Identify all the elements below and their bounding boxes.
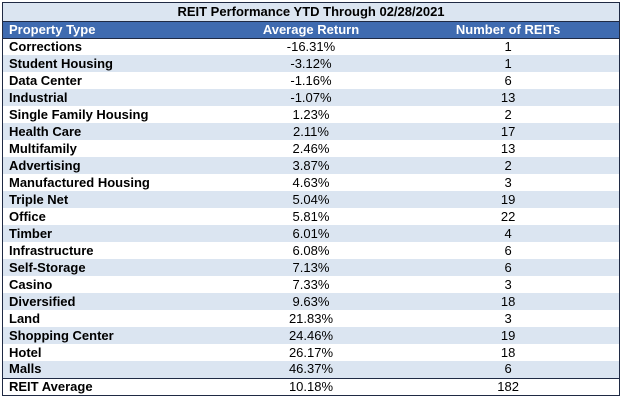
average-return-cell: -16.31%: [224, 38, 398, 55]
table-row: Malls 46.37% 6: [3, 361, 619, 378]
average-return-cell: 4.63%: [224, 174, 398, 191]
title-row: REIT Performance YTD Through 02/28/2021: [3, 3, 619, 22]
table-row: Data Center -1.16% 6: [3, 72, 619, 89]
table-row: Manufactured Housing 4.63% 3: [3, 174, 619, 191]
table-title: REIT Performance YTD Through 02/28/2021: [3, 3, 619, 22]
number-of-reits-cell: 3: [397, 174, 619, 191]
number-of-reits-cell: 18: [397, 293, 619, 310]
table-row: Multifamily 2.46% 13: [3, 140, 619, 157]
column-header-property-type: Property Type: [3, 21, 225, 39]
column-header-average-return: Average Return: [224, 21, 398, 39]
number-of-reits-cell: 6: [397, 259, 619, 276]
average-return-cell: 6.01%: [224, 225, 398, 242]
table-row: Infrastructure 6.08% 6: [3, 242, 619, 259]
footer-property-type-cell: REIT Average: [3, 377, 225, 395]
number-of-reits-cell: 13: [397, 140, 619, 157]
table-row: Single Family Housing 1.23% 2: [3, 106, 619, 123]
average-return-cell: 26.17%: [224, 344, 398, 361]
table-row: Diversified 9.63% 18: [3, 293, 619, 310]
table-row: Advertising 3.87% 2: [3, 157, 619, 174]
number-of-reits-cell: 6: [397, 72, 619, 89]
property-type-cell: Casino: [3, 276, 225, 293]
number-of-reits-cell: 1: [397, 38, 619, 55]
average-return-cell: 7.33%: [224, 276, 398, 293]
reit-performance-table: REIT Performance YTD Through 02/28/2021 …: [3, 3, 619, 395]
table-row: Industrial -1.07% 13: [3, 89, 619, 106]
property-type-cell: Office: [3, 208, 225, 225]
property-type-cell: Manufactured Housing: [3, 174, 225, 191]
table-row: Timber 6.01% 4: [3, 225, 619, 242]
property-type-cell: Malls: [3, 361, 225, 378]
table-body: Corrections -16.31% 1 Student Housing -3.12%…: [3, 38, 619, 378]
property-type-cell: Advertising: [3, 157, 225, 174]
table-row: Office 5.81% 22: [3, 208, 619, 225]
column-header-number-of-reits: Number of REITs: [397, 21, 619, 39]
average-return-cell: 2.46%: [224, 140, 398, 157]
property-type-cell: Self-Storage: [3, 259, 225, 276]
average-return-cell: 3.87%: [224, 157, 398, 174]
reit-average-row: REIT Average 10.18% 182: [3, 377, 619, 395]
average-return-cell: -1.16%: [224, 72, 398, 89]
number-of-reits-cell: 1: [397, 55, 619, 72]
number-of-reits-cell: 19: [397, 191, 619, 208]
header-row: Property Type Average Return Number of R…: [3, 21, 619, 39]
property-type-cell: Shopping Center: [3, 327, 225, 344]
average-return-cell: 21.83%: [224, 310, 398, 327]
table-row: Casino 7.33% 3: [3, 276, 619, 293]
average-return-cell: 46.37%: [224, 361, 398, 378]
number-of-reits-cell: 4: [397, 225, 619, 242]
reit-performance-table-container: REIT Performance YTD Through 02/28/2021 …: [2, 2, 620, 396]
property-type-cell: Diversified: [3, 293, 225, 310]
table-row: Triple Net 5.04% 19: [3, 191, 619, 208]
number-of-reits-cell: 13: [397, 89, 619, 106]
property-type-cell: Student Housing: [3, 55, 225, 72]
number-of-reits-cell: 3: [397, 276, 619, 293]
number-of-reits-cell: 2: [397, 157, 619, 174]
number-of-reits-cell: 6: [397, 361, 619, 378]
table-row: Self-Storage 7.13% 6: [3, 259, 619, 276]
number-of-reits-cell: 18: [397, 344, 619, 361]
number-of-reits-cell: 6: [397, 242, 619, 259]
table-row: Land 21.83% 3: [3, 310, 619, 327]
table-row: Corrections -16.31% 1: [3, 38, 619, 55]
property-type-cell: Infrastructure: [3, 242, 225, 259]
average-return-cell: 7.13%: [224, 259, 398, 276]
number-of-reits-cell: 2: [397, 106, 619, 123]
property-type-cell: Multifamily: [3, 140, 225, 157]
table-row: Health Care 2.11% 17: [3, 123, 619, 140]
average-return-cell: -3.12%: [224, 55, 398, 72]
number-of-reits-cell: 22: [397, 208, 619, 225]
number-of-reits-cell: 19: [397, 327, 619, 344]
number-of-reits-cell: 17: [397, 123, 619, 140]
table-row: Hotel 26.17% 18: [3, 344, 619, 361]
footer-average-return-cell: 10.18%: [224, 377, 398, 395]
average-return-cell: -1.07%: [224, 89, 398, 106]
average-return-cell: 1.23%: [224, 106, 398, 123]
table-row: Student Housing -3.12% 1: [3, 55, 619, 72]
property-type-cell: Timber: [3, 225, 225, 242]
property-type-cell: Single Family Housing: [3, 106, 225, 123]
average-return-cell: 24.46%: [224, 327, 398, 344]
number-of-reits-cell: 3: [397, 310, 619, 327]
average-return-cell: 5.04%: [224, 191, 398, 208]
average-return-cell: 6.08%: [224, 242, 398, 259]
property-type-cell: Corrections: [3, 38, 225, 55]
property-type-cell: Land: [3, 310, 225, 327]
average-return-cell: 5.81%: [224, 208, 398, 225]
property-type-cell: Data Center: [3, 72, 225, 89]
table-row: Shopping Center 24.46% 19: [3, 327, 619, 344]
property-type-cell: Health Care: [3, 123, 225, 140]
footer-number-of-reits-cell: 182: [397, 377, 619, 395]
average-return-cell: 9.63%: [224, 293, 398, 310]
property-type-cell: Hotel: [3, 344, 225, 361]
property-type-cell: Triple Net: [3, 191, 225, 208]
property-type-cell: Industrial: [3, 89, 225, 106]
average-return-cell: 2.11%: [224, 123, 398, 140]
